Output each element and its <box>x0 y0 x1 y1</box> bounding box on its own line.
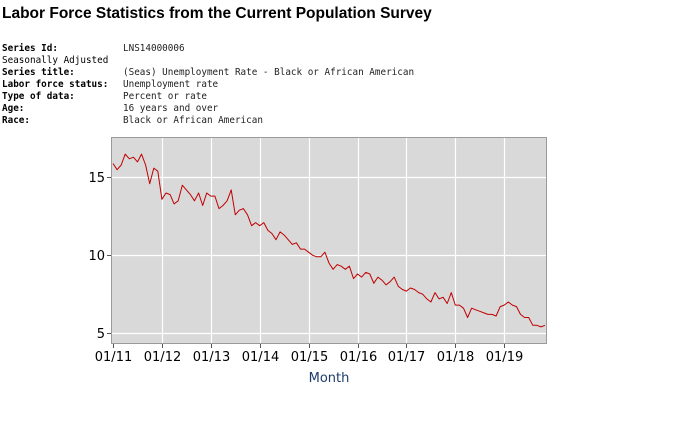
meta-row-seasonal: Seasonally Adjusted <box>2 55 414 67</box>
meta-label: Race: <box>2 115 30 126</box>
x-tick-label: 01/19 <box>486 350 523 365</box>
meta-row-type-of-data: Type of data: Percent or rate <box>2 91 414 103</box>
meta-row-age: Age: 16 years and over <box>2 103 414 115</box>
y-tick-label: 10 <box>88 249 105 264</box>
x-tick-label: 01/11 <box>95 350 132 365</box>
meta-value: Percent or rate <box>123 91 207 102</box>
plot-area <box>111 137 547 344</box>
x-tick-label: 01/18 <box>437 350 474 365</box>
meta-row-labor-force-status: Labor force status: Unemployment rate <box>2 79 414 91</box>
gridlines <box>111 137 547 344</box>
x-tick-label: 01/14 <box>242 350 279 365</box>
meta-value: (Seas) Unemployment Rate - Black or Afri… <box>123 67 415 78</box>
y-tick-label: 5 <box>97 327 105 342</box>
meta-label: Age: <box>2 103 25 114</box>
tick-labels: 5 10 15 01/11 01/12 01/13 01/14 01/15 01/16 01/17… <box>88 171 523 365</box>
x-tick-label: 01/12 <box>144 350 181 365</box>
series-line <box>112 153 546 328</box>
meta-label: Labor force status: <box>2 79 109 90</box>
x-tick-label: 01/15 <box>291 350 328 365</box>
x-axis-title: Month <box>309 371 350 386</box>
meta-label: Series Id: <box>2 43 58 54</box>
meta-value: LNS14000006 <box>123 43 185 54</box>
series-metadata: Series Id: LNS14000006 Seasonally Adjust… <box>2 43 414 127</box>
y-tick-label: 15 <box>88 171 105 186</box>
meta-row-series-title: Series title: (Seas) Unemployment Rate -… <box>2 67 414 79</box>
meta-row-race: Race: Black or African American <box>2 115 414 127</box>
x-tick-label: 01/13 <box>193 350 230 365</box>
meta-label: Series title: <box>2 67 75 78</box>
plot-border <box>111 137 547 344</box>
meta-value: Unemployment rate <box>123 79 219 90</box>
meta-value: 16 years and over <box>123 103 219 114</box>
x-tick-label: 01/16 <box>340 350 377 365</box>
meta-label: Type of data: <box>2 91 75 102</box>
page-title: Labor Force Statistics from the Current … <box>2 5 432 22</box>
meta-label: Seasonally Adjusted <box>2 55 109 66</box>
x-tick-label: 01/17 <box>388 350 425 365</box>
meta-row-series-id: Series Id: LNS14000006 <box>2 43 414 55</box>
series-layer <box>112 153 546 328</box>
meta-value: Black or African American <box>123 115 263 126</box>
